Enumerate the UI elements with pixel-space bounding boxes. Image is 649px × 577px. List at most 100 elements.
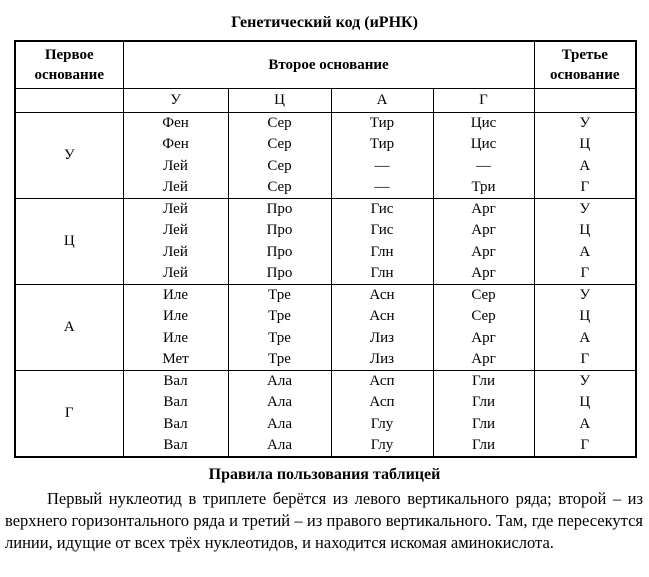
codon-cell: Лей Лей Лей Лей bbox=[122, 198, 229, 285]
third-base: Ц bbox=[579, 222, 591, 239]
codon-cell: Асн Асн Лиз Лиз bbox=[330, 284, 434, 371]
second-base-c: Ц bbox=[227, 88, 332, 113]
first-base-cell: А bbox=[14, 284, 124, 371]
amino-acid: Цис bbox=[470, 136, 497, 153]
codon-cell: Про Про Про Про bbox=[227, 198, 332, 285]
amino-acid: Арг bbox=[471, 201, 496, 217]
amino-acid: Лиз bbox=[369, 329, 395, 346]
codon-cell: Асп Асп Глу Глу bbox=[330, 370, 434, 458]
table-row-block-u: У Фен Фен Лей Лей Сер Сер Сер Сер Тир Ти… bbox=[14, 112, 637, 199]
codon-cell: Тир Тир — — bbox=[330, 112, 434, 199]
amino-acid: Гли bbox=[471, 394, 496, 411]
amino-acid: Сер bbox=[267, 157, 292, 174]
amino-acid: Сер bbox=[267, 136, 292, 153]
amino-acid: Сер bbox=[471, 287, 496, 303]
amino-acid: Ала bbox=[267, 436, 292, 453]
amino-acid: Глу bbox=[370, 415, 394, 432]
amino-acid: Асн bbox=[369, 287, 395, 303]
amino-acid: Лиз bbox=[369, 350, 395, 367]
third-base: Ц bbox=[579, 394, 591, 411]
amino-acid: Гис bbox=[370, 201, 394, 217]
amino-acid: — bbox=[476, 157, 492, 174]
amino-acid: Ала bbox=[267, 394, 292, 411]
subheader-empty-right bbox=[533, 88, 637, 113]
amino-acid: — bbox=[374, 157, 390, 174]
amino-acid: Лей bbox=[163, 222, 188, 239]
amino-acid: Гли bbox=[471, 415, 496, 432]
amino-acid: Лей bbox=[163, 157, 188, 174]
third-base: У bbox=[579, 115, 591, 131]
amino-acid: Арг bbox=[471, 264, 496, 281]
first-base-cell: Ц bbox=[14, 198, 124, 285]
amino-acid: Ала bbox=[267, 415, 292, 432]
third-base: У bbox=[579, 201, 591, 217]
header-second-base: Второе основание bbox=[122, 40, 535, 89]
codon-cell: Иле Иле Иле Мет bbox=[122, 284, 229, 371]
amino-acid: Лей bbox=[163, 201, 188, 217]
amino-acid: Тре bbox=[268, 287, 291, 303]
amino-acid: Про bbox=[266, 222, 293, 239]
amino-acid: Фен bbox=[162, 115, 189, 131]
first-base-cell: Г bbox=[14, 370, 124, 458]
third-base: Ц bbox=[579, 308, 591, 325]
amino-acid: Глу bbox=[370, 436, 394, 453]
amino-acid: Лей bbox=[163, 264, 188, 281]
third-base: Г bbox=[580, 436, 590, 453]
amino-acid: Мет bbox=[162, 350, 189, 367]
amino-acid: Вал bbox=[163, 436, 188, 453]
amino-acid: Вал bbox=[163, 394, 188, 411]
amino-acid: Тре bbox=[268, 308, 291, 325]
third-base: Г bbox=[580, 178, 590, 195]
amino-acid: Иле bbox=[163, 308, 188, 325]
codon-cell: Арг Арг Арг Арг bbox=[432, 198, 535, 285]
table-title: Генетический код (иРНК) bbox=[231, 14, 418, 31]
header-third-base: Третье основание bbox=[533, 40, 637, 89]
header-first-base: Первое основание bbox=[14, 40, 124, 89]
third-base: А bbox=[579, 415, 591, 432]
amino-acid: Про bbox=[266, 243, 293, 260]
amino-acid: Лей bbox=[163, 178, 188, 195]
amino-acid: Три bbox=[471, 178, 496, 195]
amino-acid: Асп bbox=[369, 394, 395, 411]
amino-acid: Гли bbox=[471, 436, 496, 453]
amino-acid: Про bbox=[266, 264, 293, 281]
amino-acid: Вал bbox=[163, 373, 188, 389]
third-base: Ц bbox=[579, 136, 591, 153]
amino-acid: Тир bbox=[369, 115, 395, 131]
amino-acid: Арг bbox=[471, 350, 496, 367]
codon-cell: Вал Вал Вал Вал bbox=[122, 370, 229, 458]
second-base-g: Г bbox=[432, 88, 535, 113]
amino-acid: Цис bbox=[470, 115, 497, 131]
amino-acid: Асп bbox=[369, 373, 395, 389]
third-base-cell: У Ц А Г bbox=[533, 112, 637, 199]
genetic-code-table: Первое основание Второе основание Третье… bbox=[14, 40, 638, 458]
amino-acid: Асн bbox=[369, 308, 395, 325]
amino-acid: Про bbox=[266, 201, 293, 217]
amino-acid: Тир bbox=[369, 136, 395, 153]
third-base-cell: У Ц А Г bbox=[533, 370, 637, 458]
third-base-cell: У Ц А Г bbox=[533, 284, 637, 371]
third-base: У bbox=[579, 287, 591, 303]
third-base: Г bbox=[580, 264, 590, 281]
third-base: У bbox=[579, 373, 591, 389]
amino-acid: Гли bbox=[471, 373, 496, 389]
third-base: А bbox=[579, 329, 591, 346]
amino-acid: Гис bbox=[370, 222, 394, 239]
rules-section: Правила пользования таблицей Первый нукл… bbox=[0, 465, 649, 554]
codon-cell: Фен Фен Лей Лей bbox=[122, 112, 229, 199]
header-row: Первое основание Второе основание Третье… bbox=[14, 40, 637, 89]
amino-acid: Ала bbox=[267, 373, 292, 389]
codon-cell: Цис Цис — Три bbox=[432, 112, 535, 199]
subheader-empty-left bbox=[14, 88, 124, 113]
amino-acid: Иле bbox=[163, 287, 188, 303]
third-base-cell: У Ц А Г bbox=[533, 198, 637, 285]
amino-acid: Тре bbox=[268, 350, 291, 367]
third-base: А bbox=[579, 243, 591, 260]
rules-paragraph: Первый нуклеотид в триплете берётся из л… bbox=[5, 489, 643, 552]
amino-acid: Арг bbox=[471, 329, 496, 346]
amino-acid: — bbox=[374, 178, 390, 195]
first-base-cell: У bbox=[14, 112, 124, 199]
codon-cell: Сер Сер Арг Арг bbox=[432, 284, 535, 371]
amino-acid: Лей bbox=[163, 243, 188, 260]
